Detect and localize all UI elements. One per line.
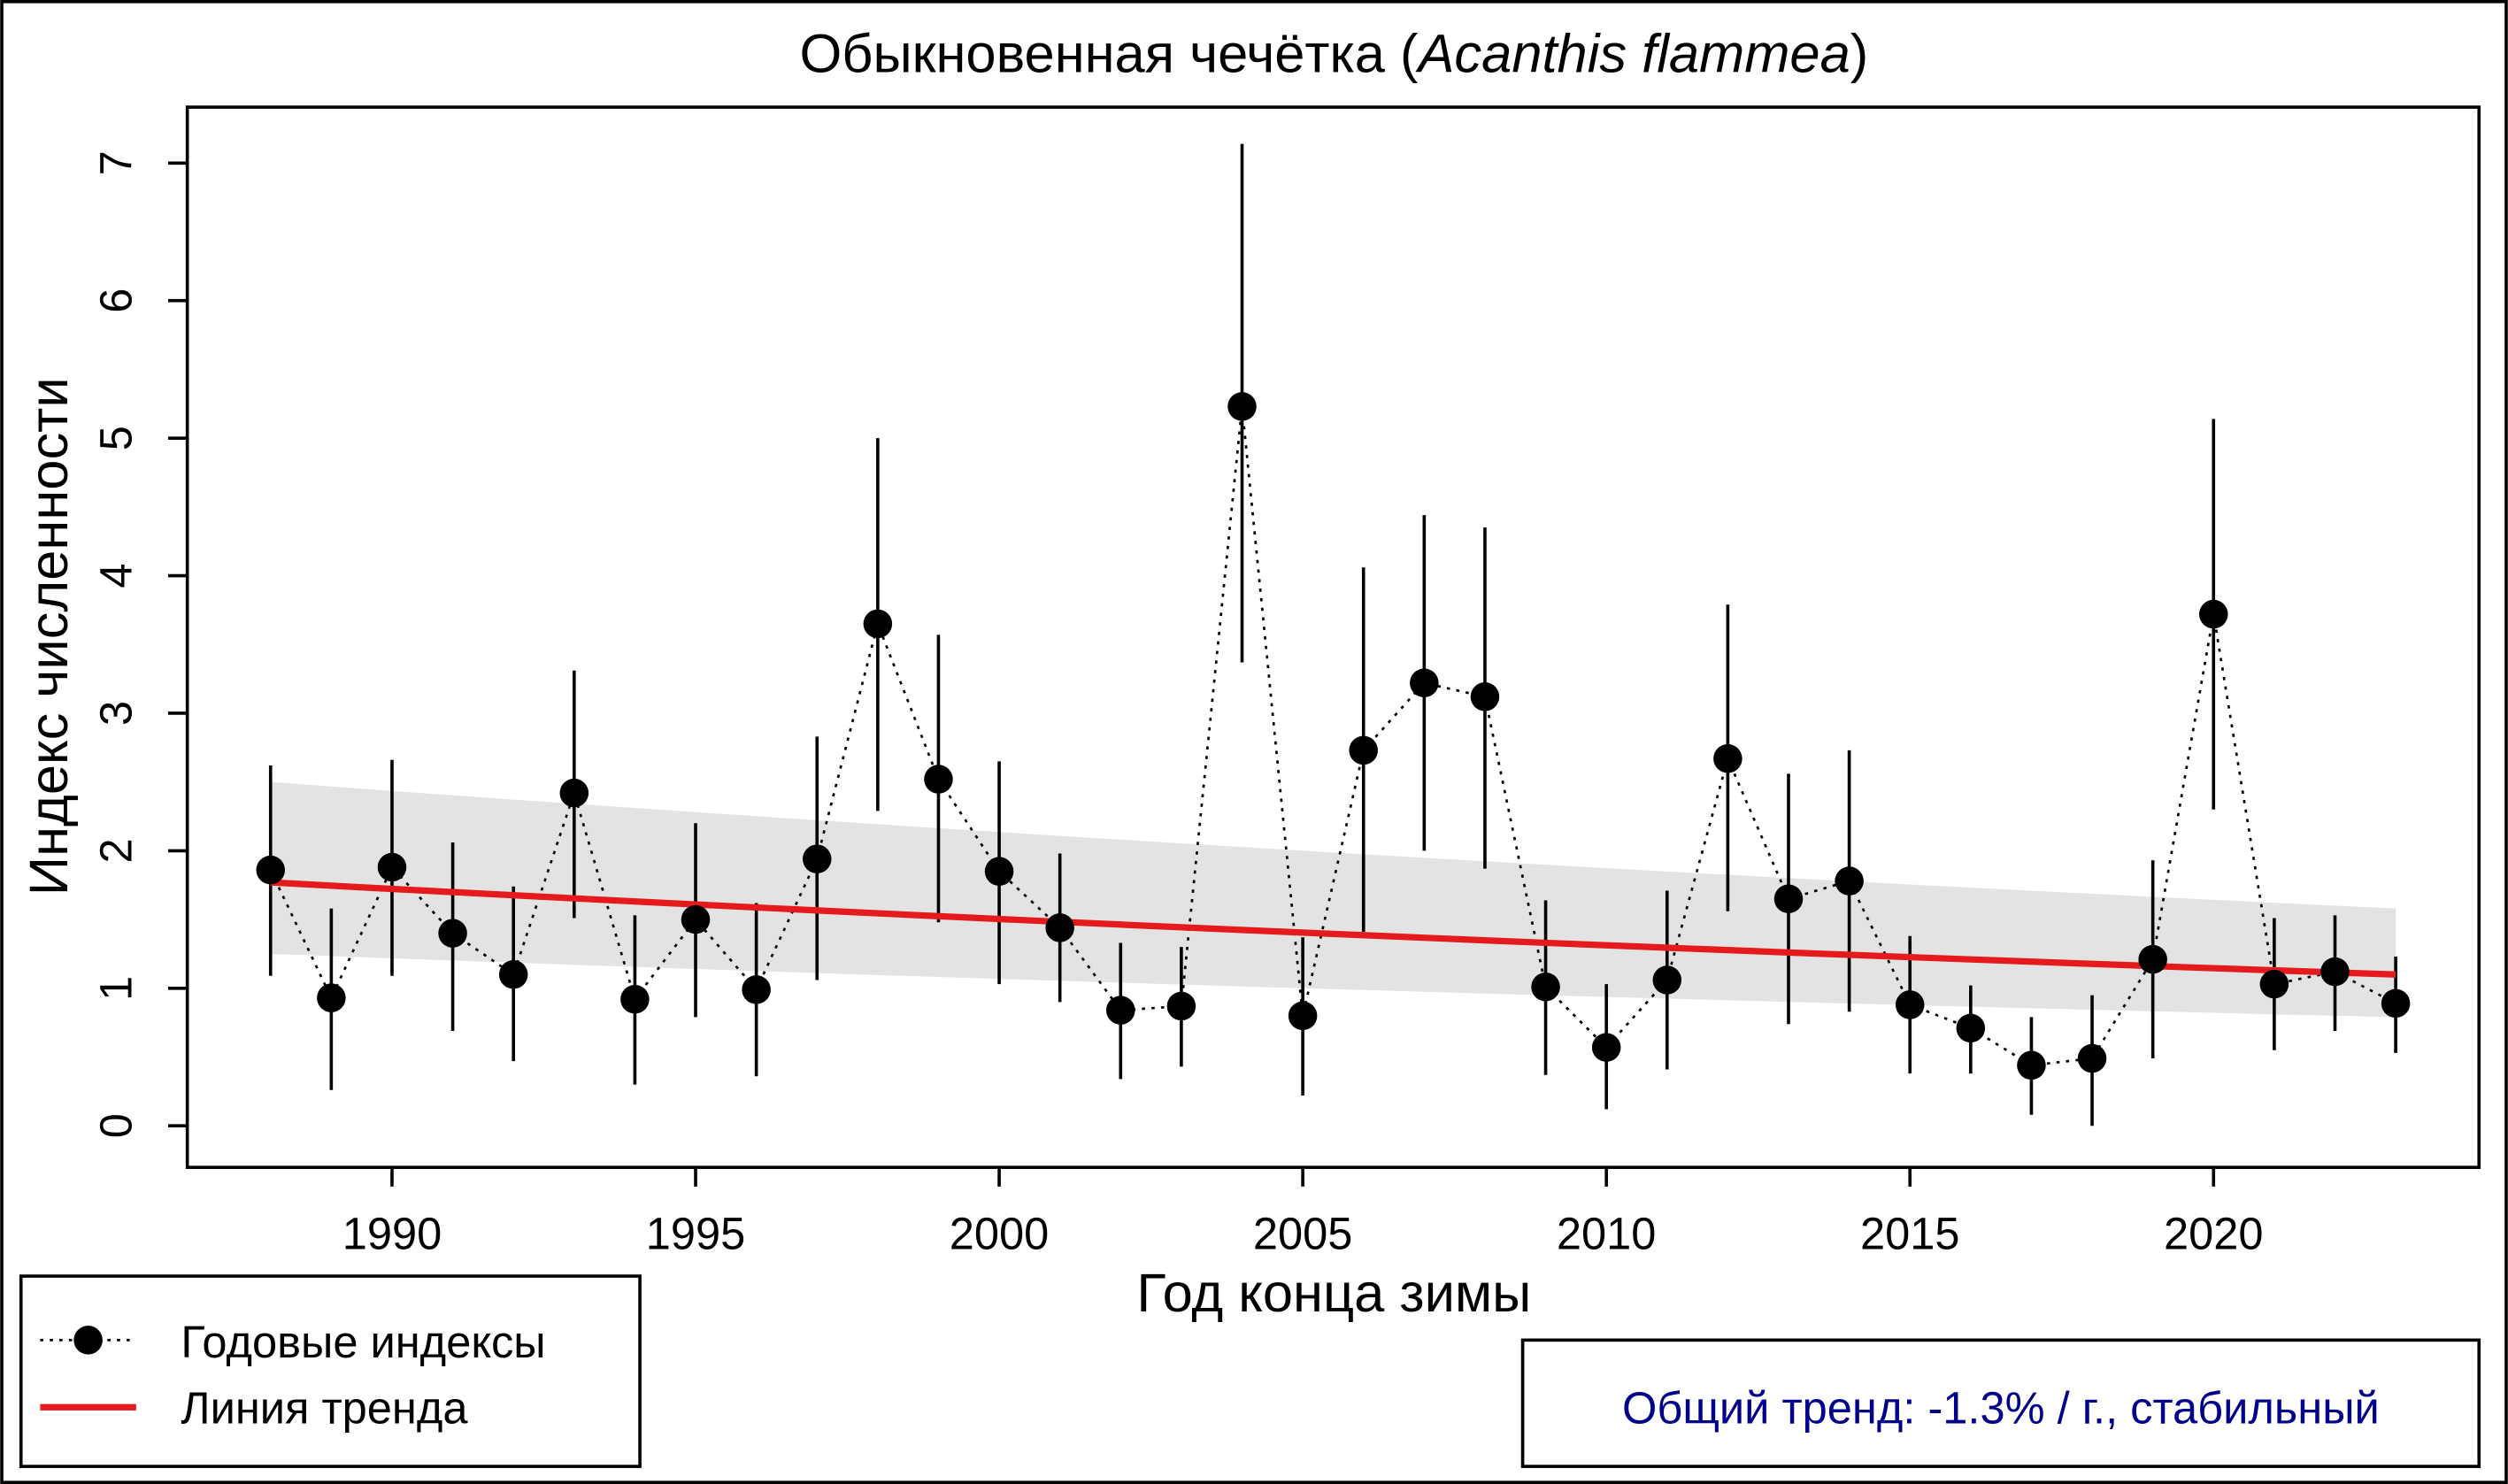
data-point (2077, 1043, 2107, 1073)
data-point (1288, 1001, 1318, 1031)
trend-annotation: Общий тренд: -1.3% / г., стабильный (1520, 1338, 2481, 1468)
legend-label-trend: Линия тренда (181, 1382, 468, 1433)
data-point (498, 959, 528, 989)
data-point (377, 852, 407, 882)
data-point (1410, 668, 1439, 698)
data-point (317, 983, 346, 1012)
data-point (802, 844, 832, 873)
y-tick-label: 5 (90, 426, 141, 450)
y-tick-label: 3 (90, 701, 141, 726)
data-point (2259, 969, 2289, 999)
data-point (1227, 392, 1257, 421)
y-tick-label: 4 (90, 563, 141, 588)
data-point (2138, 944, 2167, 974)
legend: Годовые индексы Линия тренда (19, 1274, 642, 1468)
y-tick-label: 1 (90, 976, 141, 1001)
data-point (2381, 988, 2411, 1019)
data-point (1835, 866, 1864, 896)
data-point (1349, 735, 1378, 765)
data-point (984, 857, 1014, 886)
data-point (2017, 1050, 2046, 1080)
legend-point-marker (73, 1326, 103, 1355)
y-tick-label: 2 (90, 838, 141, 863)
x-tick-label: 2005 (1253, 1208, 1353, 1258)
y-tick-label: 7 (90, 150, 141, 175)
data-point (1531, 972, 1560, 1002)
y-tick-label: 0 (90, 1113, 141, 1138)
data-point (1591, 1033, 1621, 1062)
x-axis-label: Год конца зимы (1136, 1263, 1531, 1324)
data-point (1652, 965, 1682, 995)
data-point (1713, 743, 1743, 773)
data-point (1956, 1013, 1986, 1043)
legend-box (19, 1274, 642, 1468)
x-tick-label: 1995 (646, 1208, 746, 1258)
trend-line (270, 879, 2396, 978)
data-point (1106, 996, 1135, 1025)
plot-area: 0 1 2 3 4 5 6 7 1990 1995 2000 2005 2010 2015 2020 (90, 143, 2411, 1258)
x-tick-label: 2010 (1557, 1208, 1657, 1258)
y-axis-label: Индекс численности (19, 377, 80, 896)
data-point (1895, 990, 1925, 1019)
data-point (1166, 991, 1196, 1021)
data-point (438, 919, 467, 948)
chart-title: Обыкновенная чечётка (Acanthis flammea) (799, 23, 1868, 84)
data-point (2320, 957, 2350, 987)
x-tick-label: 2020 (2164, 1208, 2264, 1258)
y-tick-label: 6 (90, 288, 141, 313)
plot-frame (185, 105, 2481, 1169)
x-tick-label: 1990 (342, 1208, 442, 1258)
data-point (1045, 913, 1074, 942)
data-point (2199, 599, 2228, 629)
data-point (620, 984, 650, 1014)
data-point (742, 975, 771, 1004)
data-point (681, 904, 711, 934)
data-point (1470, 682, 1500, 711)
data-point (559, 778, 589, 808)
data-point (1773, 884, 1804, 914)
annotation-box (1520, 1338, 2481, 1468)
data-point (256, 855, 286, 885)
legend-label-annual: Годовые индексы (181, 1317, 545, 1367)
x-tick-label: 2000 (950, 1208, 1050, 1258)
annotation-text: Общий тренд: -1.3% / г., стабильный (1622, 1382, 2380, 1433)
data-point (924, 765, 953, 794)
data-point (863, 609, 893, 639)
x-tick-label: 2015 (1860, 1208, 1960, 1258)
